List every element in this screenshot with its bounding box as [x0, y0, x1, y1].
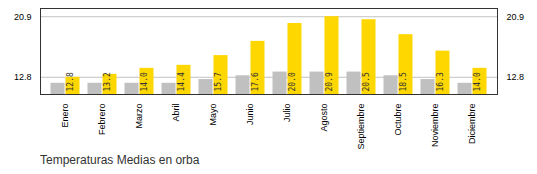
svg-text:20.9: 20.9 [325, 72, 334, 91]
svg-text:18.5: 18.5 [399, 72, 408, 91]
svg-text:Junio: Junio [245, 104, 255, 126]
svg-text:14.0: 14.0 [473, 72, 482, 91]
svg-text:Enero: Enero [60, 104, 70, 128]
svg-text:Mayo: Mayo [208, 104, 218, 126]
svg-text:Agosto: Agosto [319, 104, 329, 132]
svg-text:14.0: 14.0 [140, 72, 149, 91]
svg-text:13.2: 13.2 [103, 72, 112, 91]
html-text:Temperaturas Medias en orba: Temperaturas Medias en orba [40, 153, 200, 167]
svg-text:15.7: 15.7 [214, 72, 223, 91]
svg-text:Febrero: Febrero [97, 104, 107, 136]
svg-text:12.8: 12.8 [507, 72, 525, 82]
svg-text:Diciembre: Diciembre [467, 104, 477, 145]
svg-text:Noviembre: Noviembre [430, 104, 440, 148]
svg-text:14.4: 14.4 [177, 72, 186, 91]
svg-text:20.0: 20.0 [288, 72, 297, 91]
svg-text:17.6: 17.6 [251, 72, 260, 91]
svg-text:Marzo: Marzo [134, 104, 144, 129]
svg-text:Octubre: Octubre [393, 104, 403, 136]
svg-text:Septiembre: Septiembre [356, 104, 366, 150]
svg-text:16.3: 16.3 [436, 72, 445, 91]
svg-text:20.5: 20.5 [362, 72, 371, 91]
svg-text:20.9: 20.9 [14, 12, 32, 22]
svg-text:Julio: Julio [282, 104, 292, 123]
svg-text:20.9: 20.9 [507, 12, 525, 22]
svg-text:12.8: 12.8 [14, 72, 32, 82]
svg-text:Abril: Abril [171, 104, 181, 122]
svg-text:12.8: 12.8 [66, 72, 75, 91]
